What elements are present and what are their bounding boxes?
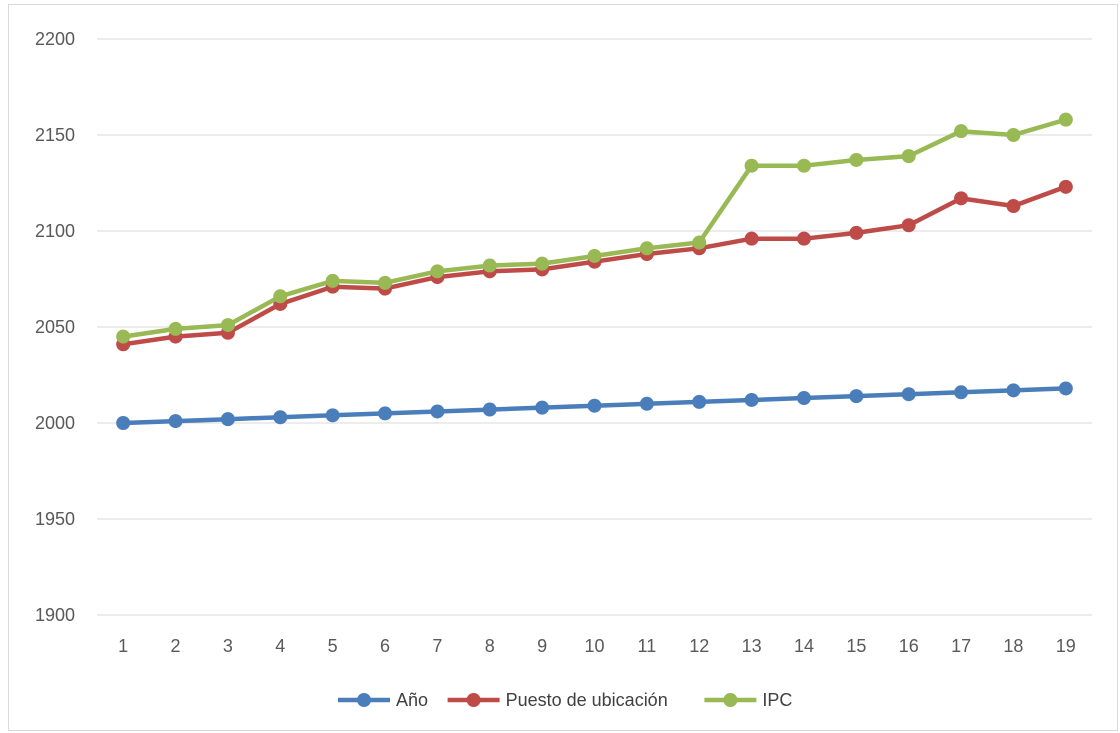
data-point	[273, 410, 288, 425]
x-tick-label: 6	[380, 636, 390, 656]
data-point	[796, 231, 811, 246]
series-2	[116, 179, 1073, 352]
legend-item: Puesto de ubicación	[447, 690, 668, 710]
data-point	[587, 248, 602, 263]
data-point	[692, 235, 707, 250]
gridlines	[97, 38, 1092, 616]
data-point	[744, 392, 759, 407]
legend-marker	[357, 693, 371, 707]
x-tick-label: 14	[794, 636, 814, 656]
data-point	[954, 385, 969, 400]
y-tick-label: 1900	[35, 605, 75, 625]
x-tick-label: 2	[171, 636, 181, 656]
data-point	[325, 408, 340, 423]
data-point	[535, 256, 550, 271]
legend-item: IPC	[704, 690, 792, 710]
legend-marker	[723, 693, 738, 707]
series-1	[116, 381, 1073, 430]
y-tick-label: 2100	[35, 221, 75, 241]
x-tick-label: 10	[584, 636, 604, 656]
data-point	[482, 258, 497, 273]
data-point	[639, 241, 654, 256]
data-point	[535, 400, 550, 415]
x-tick-label: 12	[689, 636, 709, 656]
data-point	[849, 389, 864, 404]
y-tick-label: 2150	[35, 125, 75, 145]
data-point	[116, 416, 131, 430]
y-tick-label: 2200	[35, 29, 75, 49]
data-point	[168, 321, 183, 336]
data-point	[325, 273, 340, 288]
x-tick-label: 11	[638, 636, 657, 656]
data-point	[744, 158, 759, 173]
data-point	[1058, 381, 1073, 396]
x-tick-label: 4	[275, 636, 285, 656]
data-point	[482, 402, 497, 417]
data-point	[901, 218, 916, 233]
data-point	[1006, 383, 1021, 398]
y-tick-label: 2050	[35, 317, 75, 337]
x-tick-label: 19	[1056, 636, 1076, 656]
legend-label: Año	[396, 690, 428, 710]
x-tick-label: 8	[485, 636, 495, 656]
data-point	[849, 225, 864, 240]
x-tick-label: 17	[951, 636, 971, 656]
y-tick-label: 1950	[35, 509, 75, 529]
legend-label: IPC	[762, 690, 792, 710]
x-tick-label: 7	[432, 636, 442, 656]
series-lines	[116, 112, 1073, 430]
data-point	[430, 264, 445, 279]
data-point	[116, 329, 131, 344]
data-point	[849, 152, 864, 167]
legend: Año Puesto de ubicación IPC	[338, 690, 792, 710]
data-point	[796, 391, 811, 406]
data-point	[744, 231, 759, 246]
data-point	[220, 412, 235, 427]
data-point	[901, 149, 916, 164]
data-point	[587, 398, 602, 413]
x-tick-label: 18	[1003, 636, 1023, 656]
series-3	[116, 112, 1073, 344]
data-point	[954, 191, 969, 206]
data-point	[273, 289, 288, 304]
data-point	[378, 275, 393, 290]
data-point	[430, 404, 445, 419]
x-tick-label: 3	[223, 636, 233, 656]
data-point	[1058, 179, 1073, 194]
data-point	[796, 158, 811, 173]
y-axis-ticks: 1900 1950 2000 2050 2100 2150 2200	[35, 29, 75, 625]
x-tick-label: 15	[846, 636, 866, 656]
data-point	[692, 394, 707, 409]
x-tick-label: 1	[118, 636, 128, 656]
x-axis-ticks: 1 2 3 4 5 6 7 8 9 10 11 12 13 14 15 16 17 18 19	[118, 636, 1076, 656]
data-point	[1058, 112, 1073, 127]
x-tick-label: 9	[537, 636, 547, 656]
series-line	[120, 117, 1069, 339]
data-point	[378, 406, 393, 421]
data-point	[1006, 128, 1021, 142]
data-point	[168, 414, 183, 429]
legend-item: Año	[338, 690, 428, 710]
data-point	[1006, 199, 1021, 214]
legend-label: Puesto de ubicación	[506, 690, 668, 710]
x-tick-label: 5	[328, 636, 338, 656]
legend-marker	[466, 693, 481, 707]
data-point	[954, 124, 969, 139]
chart-area: 1900 1950 2000 2050 2100 2150 2200 1 2 3 4 5 6 7 8 9 10…	[8, 4, 1118, 731]
x-tick-label: 13	[742, 636, 762, 656]
x-tick-label: 16	[899, 636, 919, 656]
data-point	[220, 318, 235, 333]
data-point	[639, 396, 654, 411]
y-tick-label: 2000	[35, 413, 75, 433]
data-point	[901, 387, 916, 402]
